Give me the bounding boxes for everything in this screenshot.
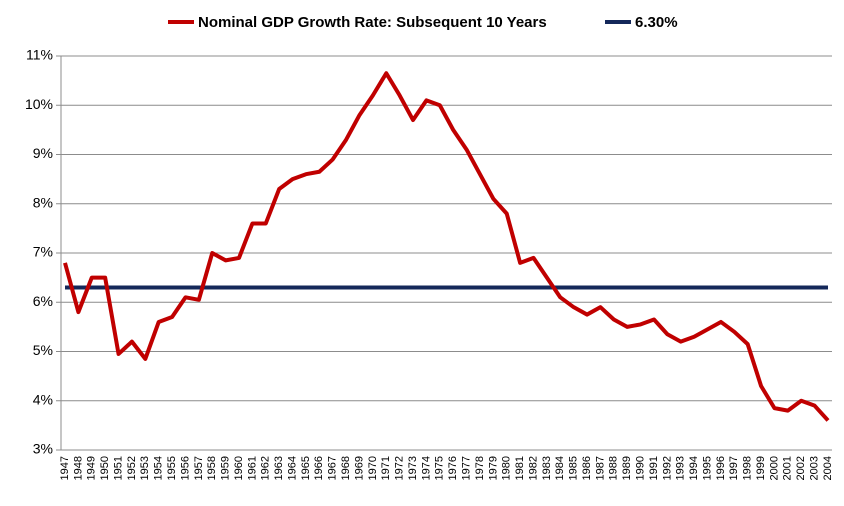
- x-tick-label: 1980: [501, 456, 513, 480]
- x-tick-label: 1993: [675, 456, 687, 480]
- x-tick-label: 1978: [474, 456, 486, 480]
- x-tick-label: 2003: [809, 456, 821, 480]
- x-tick-label: 1988: [608, 456, 620, 480]
- x-tick-label: 2004: [822, 456, 834, 480]
- x-tick-label: 1964: [286, 456, 298, 480]
- x-tick-label: 1992: [661, 456, 673, 480]
- y-tick-label: 10%: [25, 96, 53, 112]
- x-tick-label: 1981: [514, 456, 526, 480]
- x-tick-label: 1983: [541, 456, 553, 480]
- x-tick-label: 1973: [407, 456, 419, 480]
- x-tick-label: 1989: [621, 456, 633, 480]
- x-tick-label: 1994: [688, 456, 700, 480]
- x-tick-label: 2001: [782, 456, 794, 480]
- x-tick-label: 1977: [460, 456, 472, 480]
- x-tick-label: 1952: [126, 456, 138, 480]
- y-tick-label: 5%: [33, 342, 53, 358]
- y-tick-label: 9%: [33, 145, 53, 161]
- legend-label: 6.30%: [635, 14, 678, 31]
- x-tick-label: 1965: [300, 456, 312, 480]
- x-tick-label: 1951: [112, 456, 124, 480]
- x-tick-label: 1968: [340, 456, 352, 480]
- x-tick-label: 1986: [581, 456, 593, 480]
- x-tick-label: 1997: [728, 456, 740, 480]
- x-tick-label: 1974: [420, 456, 432, 480]
- x-tick-label: 1963: [273, 456, 285, 480]
- x-tick-label: 1948: [72, 456, 84, 480]
- x-tick-label: 1998: [742, 456, 754, 480]
- x-tick-label: 1976: [447, 456, 459, 480]
- x-tick-label: 1982: [527, 456, 539, 480]
- x-tick-label: 1962: [260, 456, 272, 480]
- y-tick-label: 6%: [33, 293, 53, 309]
- x-tick-label: 1999: [755, 456, 767, 480]
- x-tick-label: 1961: [246, 456, 258, 480]
- x-tick-label: 1987: [594, 456, 606, 480]
- x-tick-label: 1971: [380, 456, 392, 480]
- x-tick-label: 1979: [487, 456, 499, 480]
- y-tick-label: 7%: [33, 244, 53, 260]
- x-tick-label: 1996: [715, 456, 727, 480]
- series-line: [63, 71, 830, 422]
- x-tick-label: 2000: [768, 456, 780, 480]
- x-tick-label: 1947: [59, 456, 71, 480]
- x-tick-label: 1966: [313, 456, 325, 480]
- x-tick-label: 1958: [206, 456, 218, 480]
- x-tick-label: 1972: [394, 456, 406, 480]
- x-tick-label: 1957: [193, 456, 205, 480]
- x-tick-label: 1967: [327, 456, 339, 480]
- x-tick-label: 1953: [139, 456, 151, 480]
- x-tick-label: 1960: [233, 456, 245, 480]
- x-tick-label: 1950: [99, 456, 111, 480]
- y-tick-label: 8%: [33, 194, 53, 210]
- x-tick-label: 1956: [179, 456, 191, 480]
- x-tick-label: 1975: [434, 456, 446, 480]
- y-tick-label: 3%: [33, 441, 53, 457]
- x-tick-label: 1970: [367, 456, 379, 480]
- x-tick-label: 1991: [648, 456, 660, 480]
- x-tick-label: 1969: [353, 456, 365, 480]
- x-tick-label: 1955: [166, 456, 178, 480]
- y-tick-label: 11%: [26, 47, 53, 63]
- x-tick-label: 1959: [220, 456, 232, 480]
- x-tick-label: 1984: [554, 456, 566, 480]
- legend-label: Nominal GDP Growth Rate: Subsequent 10 Y…: [198, 14, 547, 31]
- x-tick-label: 1990: [635, 456, 647, 480]
- y-tick-label: 4%: [33, 391, 53, 407]
- x-tick-label: 2002: [795, 456, 807, 480]
- x-tick-label: 1954: [153, 456, 165, 480]
- x-tick-label: 1949: [86, 456, 98, 480]
- x-tick-label: 1995: [701, 456, 713, 480]
- x-tick-label: 1985: [568, 456, 580, 480]
